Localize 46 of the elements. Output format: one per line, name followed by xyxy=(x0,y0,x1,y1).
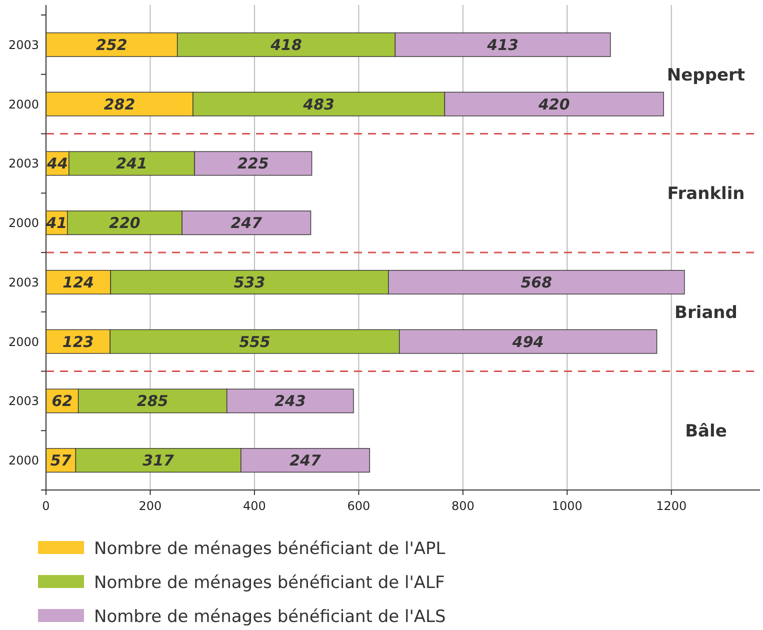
data-label: 420 xyxy=(537,95,570,114)
x-tick-label: 400 xyxy=(243,499,266,513)
x-tick-label: 800 xyxy=(451,499,474,513)
data-label: 41 xyxy=(45,214,68,232)
data-label: 123 xyxy=(62,332,94,351)
data-label: 241 xyxy=(116,154,148,173)
data-label: 247 xyxy=(290,452,322,470)
data-label: 555 xyxy=(239,332,270,351)
annotation: Franklin xyxy=(667,184,745,204)
data-label: 533 xyxy=(234,273,266,292)
annotation: Bâle xyxy=(685,422,727,442)
data-label: 418 xyxy=(270,36,302,54)
data-label: 282 xyxy=(104,95,136,114)
data-label: 243 xyxy=(274,392,306,410)
x-tick-label: 200 xyxy=(138,499,162,513)
data-label: 247 xyxy=(230,214,263,232)
data-label: 62 xyxy=(52,392,73,410)
x-tick-label: 1000 xyxy=(552,499,582,513)
annotation: Neppert xyxy=(666,65,746,86)
data-label: 225 xyxy=(238,154,269,173)
legend-label: Nombre de ménages bénéficiant de l'ALF xyxy=(94,572,445,593)
y-tick-label: 2003 xyxy=(8,275,39,290)
y-tick-label: 2003 xyxy=(8,38,39,52)
data-label: 124 xyxy=(62,273,94,292)
y-tick-label: 2003 xyxy=(8,156,39,171)
data-label: 413 xyxy=(486,36,518,54)
y-tick-label: 2000 xyxy=(8,216,39,230)
x-tick-label: 600 xyxy=(347,499,370,513)
y-tick-label: 2003 xyxy=(8,394,39,408)
data-label: 220 xyxy=(109,214,140,232)
data-label: 252 xyxy=(96,36,128,54)
data-label: 57 xyxy=(50,452,72,470)
data-label: 568 xyxy=(520,273,552,292)
annotation: Briand xyxy=(674,302,738,323)
legend-label: Nombre de ménages bénéficiant de l'APL xyxy=(94,538,446,559)
x-tick-label: 1200 xyxy=(656,499,687,513)
data-label: 285 xyxy=(136,392,168,410)
legend-label: Nombre de ménages bénéficiant de l'ALS xyxy=(94,606,446,627)
y-tick-label: 2000 xyxy=(8,454,39,468)
x-tick-label: 0 xyxy=(42,499,50,513)
data-label: 494 xyxy=(511,332,544,351)
data-label: 317 xyxy=(142,452,175,470)
y-tick-label: 2000 xyxy=(8,97,39,112)
y-tick-label: 2000 xyxy=(8,334,39,349)
data-label: 483 xyxy=(302,95,334,114)
data-label: 44 xyxy=(46,154,68,173)
